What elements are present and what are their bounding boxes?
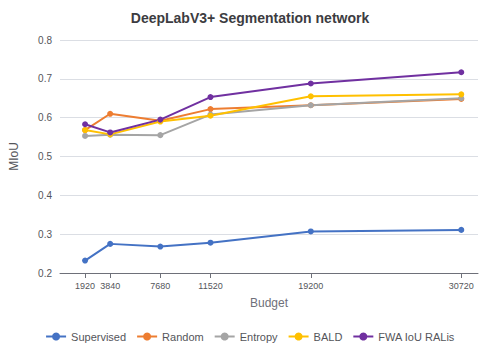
svg-text:0.4: 0.4 [38, 190, 52, 201]
svg-text:0.3: 0.3 [38, 229, 52, 240]
svg-text:30720: 30720 [449, 281, 474, 291]
svg-text:Entropy: Entropy [240, 331, 278, 343]
svg-text:MIoU: MIoU [7, 142, 21, 171]
svg-text:19200: 19200 [298, 281, 323, 291]
svg-text:BALD: BALD [314, 331, 343, 343]
svg-text:Budget: Budget [250, 296, 289, 310]
svg-text:1920: 1920 [75, 281, 95, 291]
svg-text:FWA IoU RALis: FWA IoU RALis [378, 331, 454, 343]
svg-text:Random: Random [162, 331, 204, 343]
svg-text:Supervised: Supervised [71, 331, 126, 343]
svg-text:0.2: 0.2 [38, 268, 52, 279]
svg-text:11520: 11520 [198, 281, 222, 291]
svg-text:0.8: 0.8 [38, 35, 52, 46]
svg-text:7680: 7680 [150, 281, 170, 291]
svg-text:0.7: 0.7 [38, 73, 52, 84]
svg-text:0.5: 0.5 [38, 151, 52, 162]
svg-text:DeepLabV3+ Segmentation networ: DeepLabV3+ Segmentation network [131, 10, 370, 26]
svg-text:3840: 3840 [100, 281, 120, 291]
svg-text:0.6: 0.6 [38, 112, 52, 123]
